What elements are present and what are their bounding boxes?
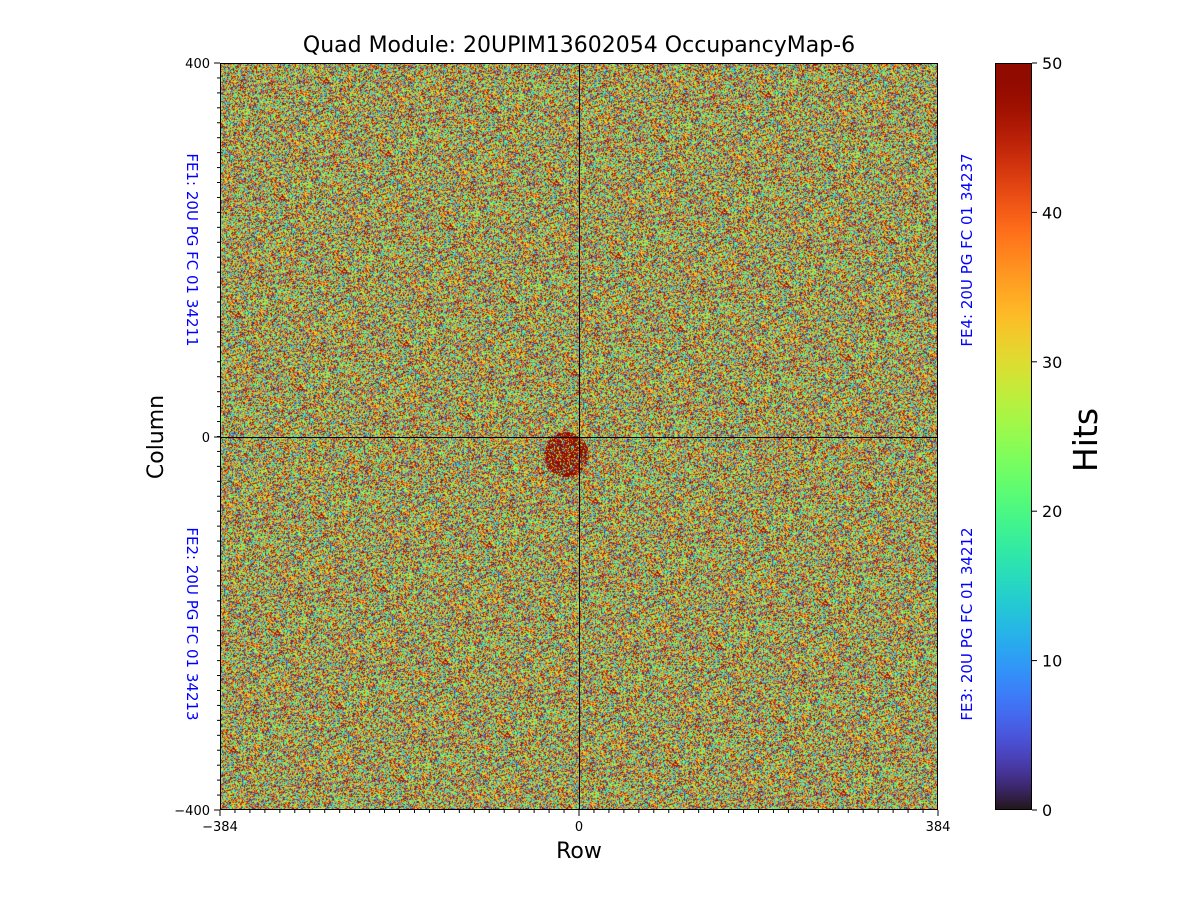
quadrant-divider: [221, 64, 937, 809]
colorbar-tick-label: 10: [1042, 652, 1062, 671]
x-tick-label-min: −384: [202, 820, 238, 835]
colorbar-label: Hits: [1066, 408, 1105, 472]
colorbar-tick-label: 30: [1042, 353, 1062, 372]
colorbar-ticks: 0 10 20 30 40 50: [1032, 54, 1062, 820]
colorbar: [995, 63, 1032, 810]
colorbar-tick-label: 0: [1042, 801, 1052, 820]
y-tick-label-zero: 0: [202, 431, 210, 446]
colorbar-tick-label: 20: [1042, 502, 1062, 521]
y-tick-label-max: 400: [185, 57, 210, 72]
fe2-label: FE2: 20U PG FC 01 34213: [183, 527, 201, 720]
y-tick-label-min: −400: [174, 804, 210, 819]
fe1-label: FE1: 20U PG FC 01 34211: [183, 153, 201, 346]
y-axis-label: Column: [144, 395, 169, 479]
colorbar-tick-label: 50: [1042, 54, 1062, 73]
colorbar-tick-label: 40: [1042, 203, 1062, 222]
x-tick-label-max: 384: [926, 820, 951, 835]
fe4-label: FE4: 20U PG FC 01 34237: [958, 153, 976, 346]
x-tick-label-zero: 0: [575, 820, 583, 835]
x-axis-label: Row: [556, 839, 602, 864]
fe3-label: FE3: 20U PG FC 01 34212: [958, 527, 976, 720]
chart-title: Quad Module: 20UPIM13602054 OccupancyMap…: [302, 33, 856, 58]
plot-area: [220, 63, 938, 810]
minor-ticks: [217, 77, 924, 813]
